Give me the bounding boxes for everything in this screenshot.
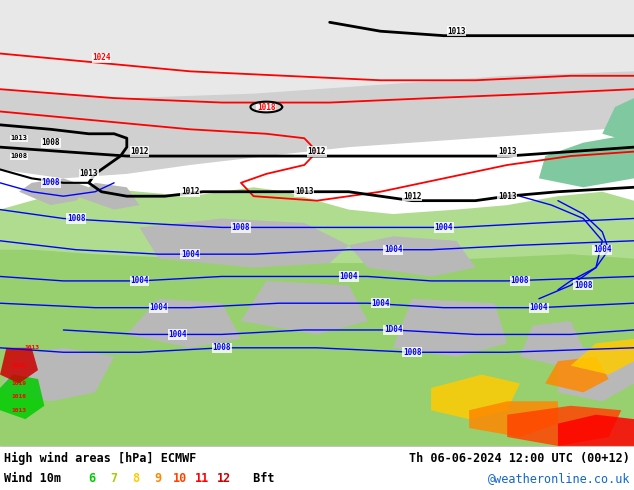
Text: 1013: 1013 bbox=[11, 408, 27, 413]
Polygon shape bbox=[139, 219, 349, 268]
Text: 1012: 1012 bbox=[181, 187, 200, 196]
Polygon shape bbox=[0, 0, 634, 178]
Polygon shape bbox=[539, 134, 634, 187]
Polygon shape bbox=[393, 299, 507, 357]
Text: 1019: 1019 bbox=[11, 381, 27, 386]
Polygon shape bbox=[431, 374, 520, 419]
Text: 1008: 1008 bbox=[212, 343, 231, 352]
Text: 1013: 1013 bbox=[24, 345, 39, 350]
Polygon shape bbox=[241, 281, 368, 334]
Text: 12: 12 bbox=[217, 472, 231, 486]
Text: 1008: 1008 bbox=[403, 348, 422, 357]
Polygon shape bbox=[76, 183, 139, 210]
Text: 1004: 1004 bbox=[181, 250, 200, 259]
Text: 1004: 1004 bbox=[371, 299, 390, 308]
Text: 1004: 1004 bbox=[434, 223, 453, 232]
Text: 1008: 1008 bbox=[41, 138, 60, 147]
Polygon shape bbox=[19, 178, 89, 205]
Polygon shape bbox=[0, 348, 114, 401]
Text: 1013: 1013 bbox=[498, 147, 517, 156]
Polygon shape bbox=[469, 401, 558, 437]
Polygon shape bbox=[545, 357, 609, 392]
Text: High wind areas [hPa] ECMWF: High wind areas [hPa] ECMWF bbox=[4, 452, 197, 466]
Text: 1013: 1013 bbox=[498, 192, 517, 201]
Text: 1012: 1012 bbox=[130, 147, 149, 156]
Text: 1008: 1008 bbox=[67, 214, 86, 223]
Text: 1008: 1008 bbox=[231, 223, 250, 232]
Text: 1004: 1004 bbox=[339, 272, 358, 281]
Text: 1004: 1004 bbox=[149, 303, 168, 312]
Polygon shape bbox=[0, 187, 634, 446]
Text: Th 06-06-2024 12:00 UTC (00+12): Th 06-06-2024 12:00 UTC (00+12) bbox=[409, 452, 630, 466]
Polygon shape bbox=[571, 339, 634, 374]
Text: 1004: 1004 bbox=[130, 276, 149, 285]
Text: 10: 10 bbox=[173, 472, 187, 486]
Polygon shape bbox=[349, 236, 476, 276]
Text: 1018: 1018 bbox=[257, 102, 276, 112]
Text: Wind 10m: Wind 10m bbox=[4, 472, 61, 486]
Polygon shape bbox=[558, 415, 634, 446]
Text: 1012: 1012 bbox=[403, 192, 422, 201]
Text: 8: 8 bbox=[133, 472, 139, 486]
Text: 1013: 1013 bbox=[79, 170, 98, 178]
Text: 1013: 1013 bbox=[447, 27, 466, 36]
Text: @weatheronline.co.uk: @weatheronline.co.uk bbox=[488, 472, 630, 486]
Text: 1008: 1008 bbox=[574, 281, 593, 290]
Text: 9: 9 bbox=[155, 472, 162, 486]
Text: 1024: 1024 bbox=[92, 53, 111, 62]
Text: 1004: 1004 bbox=[593, 245, 612, 254]
Text: Bft: Bft bbox=[246, 472, 275, 486]
Text: 1016: 1016 bbox=[11, 363, 27, 368]
Polygon shape bbox=[558, 348, 634, 401]
Text: 6: 6 bbox=[88, 472, 96, 486]
Text: 1008: 1008 bbox=[510, 276, 529, 285]
Text: 11: 11 bbox=[195, 472, 209, 486]
Text: 7: 7 bbox=[110, 472, 117, 486]
Polygon shape bbox=[0, 250, 634, 446]
Polygon shape bbox=[0, 374, 44, 419]
Text: 1016: 1016 bbox=[11, 394, 27, 399]
Text: 1013: 1013 bbox=[295, 187, 314, 196]
Text: 1D04: 1D04 bbox=[384, 325, 403, 335]
Text: 1008: 1008 bbox=[41, 178, 60, 187]
Polygon shape bbox=[0, 0, 634, 98]
Text: 1013: 1013 bbox=[11, 135, 27, 141]
Text: 1008: 1008 bbox=[11, 153, 27, 159]
Text: 1004: 1004 bbox=[384, 245, 403, 254]
Text: 1012: 1012 bbox=[307, 147, 327, 156]
Text: 1004: 1004 bbox=[529, 303, 548, 312]
Polygon shape bbox=[0, 348, 38, 384]
Polygon shape bbox=[507, 406, 621, 446]
Polygon shape bbox=[127, 299, 241, 348]
Text: 1004: 1004 bbox=[168, 330, 187, 339]
Polygon shape bbox=[602, 98, 634, 143]
Polygon shape bbox=[520, 321, 583, 366]
